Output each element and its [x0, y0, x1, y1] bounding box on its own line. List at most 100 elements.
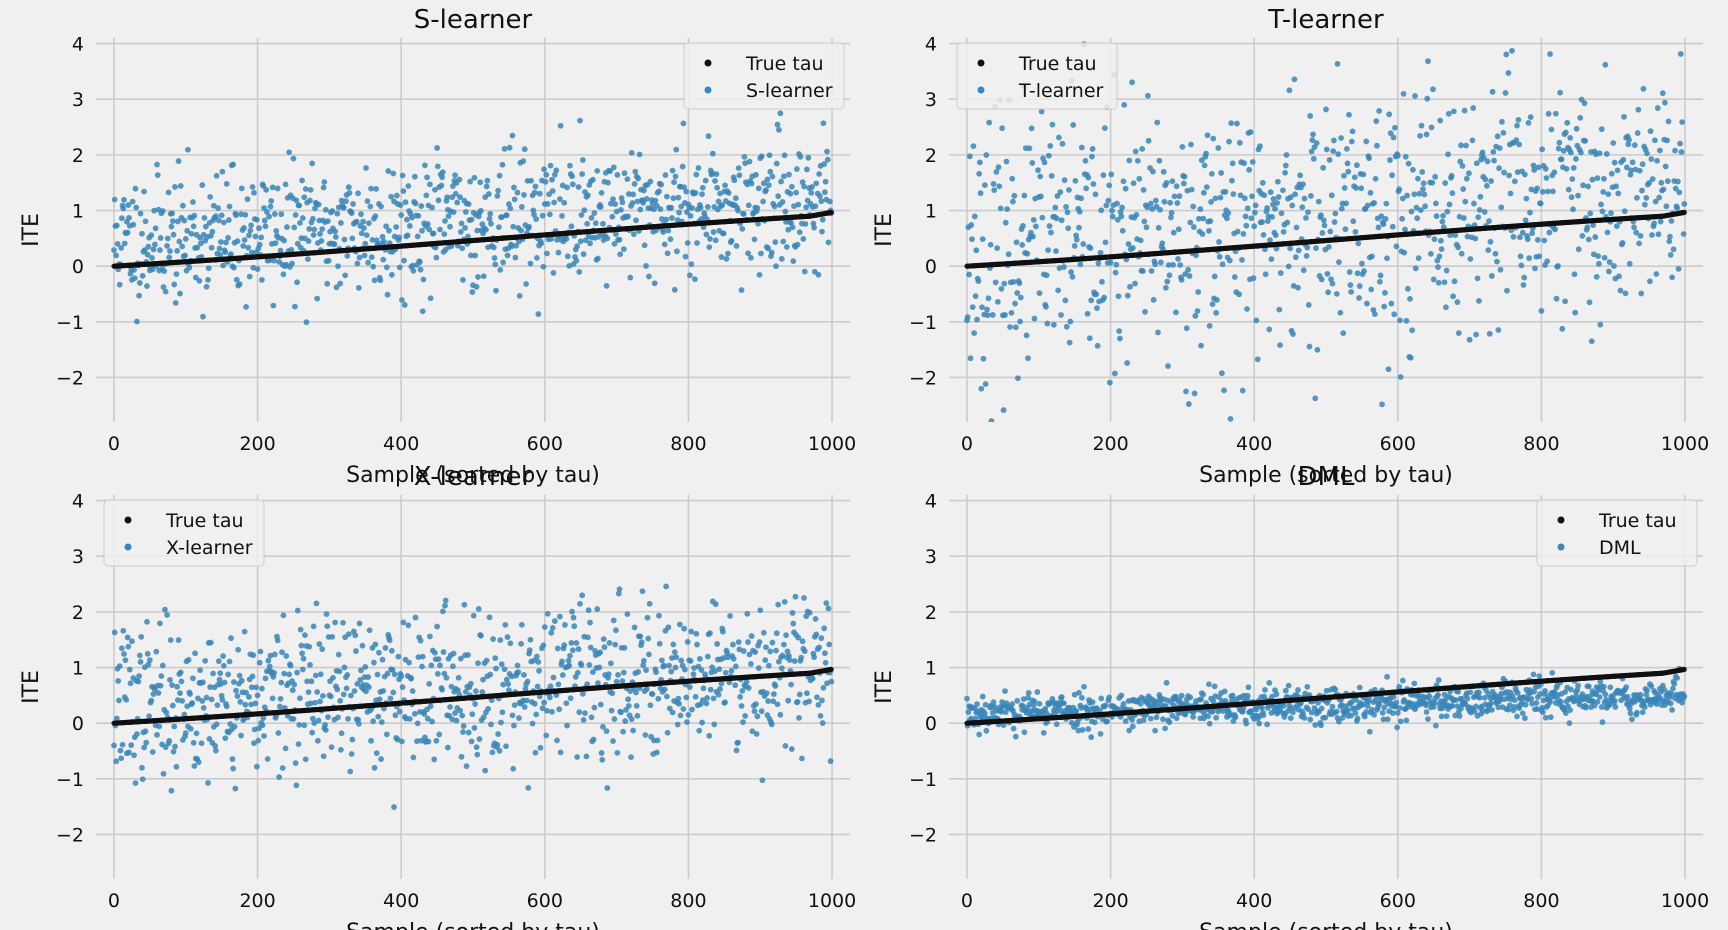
estimate-point [1249, 159, 1256, 165]
estimate-point [1633, 229, 1640, 236]
estimate-point [243, 689, 249, 696]
estimate-point [1140, 187, 1147, 193]
estimate-point [386, 227, 392, 234]
estimate-point [1059, 140, 1066, 147]
estimate-point [539, 212, 546, 219]
estimate-point [1342, 226, 1349, 233]
estimate-point [264, 209, 270, 215]
estimate-point [294, 669, 300, 676]
estimate-point [1343, 200, 1350, 207]
estimate-point [1501, 169, 1507, 176]
y-tick-label: 0 [925, 256, 937, 278]
estimate-point [1293, 224, 1300, 231]
estimate-point [288, 246, 295, 253]
estimate-point [1142, 308, 1148, 315]
estimate-point [640, 199, 647, 206]
estimate-point [222, 249, 229, 256]
y-tick-label: 3 [72, 89, 84, 111]
estimate-point [1012, 324, 1019, 331]
estimate-point [278, 679, 285, 686]
estimate-point [743, 679, 750, 685]
estimate-point [610, 738, 616, 744]
estimate-point [1273, 245, 1280, 252]
estimate-point [396, 708, 403, 715]
estimate-point [352, 632, 359, 639]
estimate-point [584, 220, 591, 227]
estimate-point [1305, 209, 1311, 216]
estimate-point [217, 251, 224, 258]
estimate-point [1097, 249, 1104, 256]
estimate-point [1252, 209, 1258, 216]
estimate-point [540, 263, 547, 270]
estimate-point [1193, 252, 1199, 259]
estimate-point [1215, 145, 1222, 151]
estimate-point [174, 247, 181, 254]
estimate-point [1088, 297, 1095, 304]
estimate-point [296, 721, 303, 728]
estimate-point [1149, 206, 1156, 212]
estimate-point [251, 740, 257, 747]
estimate-point [816, 171, 823, 177]
estimate-point [1208, 199, 1215, 205]
estimate-point [1378, 213, 1385, 220]
estimate-point [1199, 231, 1206, 237]
estimate-point [492, 261, 499, 268]
y-tick-label: 1 [72, 201, 84, 223]
estimate-point [160, 284, 167, 290]
estimate-point [264, 756, 271, 762]
estimate-point [381, 705, 387, 712]
estimate-point [710, 695, 717, 702]
estimate-point [1222, 188, 1229, 195]
estimate-point [1328, 192, 1335, 199]
estimate-point [417, 637, 424, 644]
estimate-point [253, 684, 260, 691]
estimate-point [647, 178, 654, 185]
estimate-point [1544, 188, 1551, 195]
estimate-point [1622, 290, 1629, 297]
estimate-point [1364, 300, 1370, 307]
estimate-point [297, 626, 304, 633]
estimate-point [556, 706, 563, 713]
x-tick-label: 1000 [808, 890, 856, 912]
estimate-point [760, 198, 767, 205]
estimate-point [1563, 165, 1570, 172]
estimate-point [1455, 244, 1462, 251]
estimate-point [389, 666, 396, 673]
estimate-point [1393, 243, 1400, 250]
estimate-point [266, 663, 273, 670]
estimate-point [1323, 106, 1329, 113]
estimate-point [1105, 197, 1112, 204]
estimate-point [344, 252, 351, 259]
estimate-point [636, 151, 643, 158]
estimate-point [322, 721, 328, 728]
estimate-point [585, 607, 592, 614]
estimate-point [494, 742, 501, 748]
estimate-point [693, 171, 700, 178]
estimate-point [426, 226, 433, 233]
estimate-point [1264, 205, 1271, 211]
estimate-point [1038, 193, 1044, 200]
estimate-point [1615, 190, 1622, 197]
estimate-point [1631, 142, 1638, 149]
estimate-point [1604, 229, 1611, 236]
estimate-point [356, 254, 363, 261]
estimate-point [399, 684, 406, 691]
estimate-point [1437, 117, 1444, 124]
estimate-point [171, 281, 178, 288]
estimate-point [1119, 204, 1125, 211]
estimate-point [1165, 363, 1171, 369]
estimate-point [700, 685, 707, 692]
estimate-point [301, 194, 308, 201]
estimate-point [116, 281, 123, 288]
estimate-point [307, 700, 314, 707]
estimate-point [540, 642, 547, 649]
estimate-point [634, 712, 641, 719]
estimate-point [133, 204, 140, 211]
estimate-point [1666, 238, 1673, 245]
estimate-point [669, 215, 675, 221]
estimate-point [1428, 124, 1435, 131]
estimate-point [635, 175, 642, 182]
estimate-point [177, 290, 183, 297]
estimate-point [332, 228, 339, 235]
estimate-point [1257, 143, 1263, 150]
